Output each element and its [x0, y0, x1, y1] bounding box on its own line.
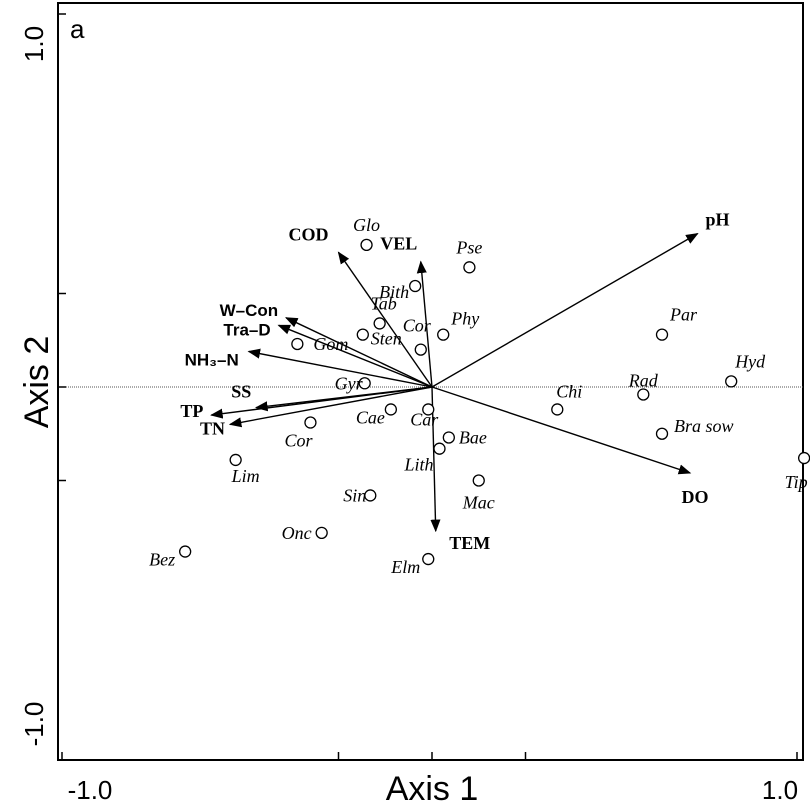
- species-label: Mac: [462, 493, 495, 513]
- species-point: [304, 416, 317, 429]
- env-vector-label: COD: [289, 224, 329, 244]
- species-label: Tab: [370, 293, 396, 313]
- env-vector-label: SS: [231, 382, 251, 402]
- species-label: Hyd: [734, 351, 766, 371]
- species-label: Lim: [231, 466, 260, 486]
- x-tick-label: -1.0: [68, 775, 113, 805]
- env-vector-arrow: [210, 386, 433, 419]
- species-point: [551, 403, 564, 416]
- species-point: [291, 337, 304, 351]
- species-point: [433, 442, 446, 455]
- x-axis-label: Axis 1: [386, 770, 479, 807]
- species-label: Gyr: [335, 373, 364, 393]
- species-label: Sten: [371, 329, 402, 349]
- y-axis-label: Axis 2: [18, 336, 56, 429]
- species-label: Lith: [403, 455, 433, 475]
- env-vector-label: pH: [706, 210, 730, 230]
- axis-ticks: [58, 13, 798, 761]
- species-label: Elm: [390, 557, 420, 577]
- species-label: Rad: [628, 370, 659, 390]
- species-point: [179, 545, 192, 558]
- env-vector-arrow: [277, 324, 433, 388]
- species-label: Glo: [353, 215, 380, 235]
- species-label: Chi: [556, 381, 582, 401]
- species-label: Cae: [356, 407, 385, 427]
- species-point: [373, 317, 386, 330]
- species-label: Cor: [284, 431, 313, 451]
- species-label: Car: [410, 409, 439, 429]
- species-point: [422, 403, 435, 416]
- species-point: [797, 451, 810, 465]
- env-vector-label: DO: [682, 487, 709, 507]
- species-label: Par: [669, 305, 698, 325]
- species-point: [637, 388, 650, 401]
- species-label: Bae: [459, 427, 487, 447]
- env-vector-arrow: [431, 386, 692, 475]
- species-label: Sin: [343, 485, 366, 505]
- species-point: [364, 489, 377, 502]
- species-points: [179, 238, 810, 566]
- species-point: [442, 431, 455, 444]
- species-point: [463, 261, 476, 274]
- species-label: Gom: [313, 334, 348, 354]
- plot-frame: [57, 2, 804, 761]
- species-label: Phy: [450, 309, 479, 329]
- species-label: Bra sow: [674, 416, 734, 436]
- x-tick-label: 1.0: [762, 775, 798, 805]
- env-vector-label: TP: [180, 401, 203, 421]
- y-tick-label: -1.0: [19, 702, 49, 747]
- env-vector-label: NH₃–N: [185, 350, 239, 369]
- env-vector-arrow: [285, 317, 433, 388]
- species-point: [725, 375, 738, 388]
- env-vector-arrow: [431, 233, 699, 388]
- species-label: Tip: [785, 472, 808, 492]
- env-vector-label: VEL: [380, 234, 417, 254]
- species-point: [655, 328, 669, 341]
- env-vector-arrow: [247, 348, 433, 388]
- species-point: [409, 279, 422, 293]
- species-label: Onc: [282, 523, 312, 543]
- env-vector-arrow: [228, 386, 433, 428]
- species-point: [356, 328, 369, 341]
- species-label: Bez: [149, 550, 175, 570]
- species-point: [384, 403, 398, 416]
- environmental-vectors: [210, 233, 699, 533]
- species-point: [437, 328, 450, 341]
- species-label: Cor: [403, 316, 432, 336]
- species-point: [414, 343, 427, 356]
- species-point: [229, 453, 242, 467]
- species-point: [358, 377, 371, 390]
- species-point: [422, 552, 435, 566]
- species-point: [360, 238, 373, 252]
- env-vector-arrow: [416, 260, 433, 388]
- env-vector-label: TN: [200, 418, 225, 438]
- env-vector-label: Tra–D: [223, 320, 270, 339]
- panel-label: a: [70, 14, 85, 44]
- env-vector-arrow: [337, 251, 433, 388]
- env-vector-label: W–Con: [220, 301, 279, 320]
- species-point: [472, 474, 485, 487]
- species-point: [655, 427, 669, 440]
- species-point: [315, 526, 328, 540]
- env-vector-label: TEM: [449, 533, 490, 553]
- y-tick-label: 1.0: [19, 26, 49, 62]
- species-label: Bith: [379, 282, 409, 302]
- species-label: Pse: [455, 237, 482, 257]
